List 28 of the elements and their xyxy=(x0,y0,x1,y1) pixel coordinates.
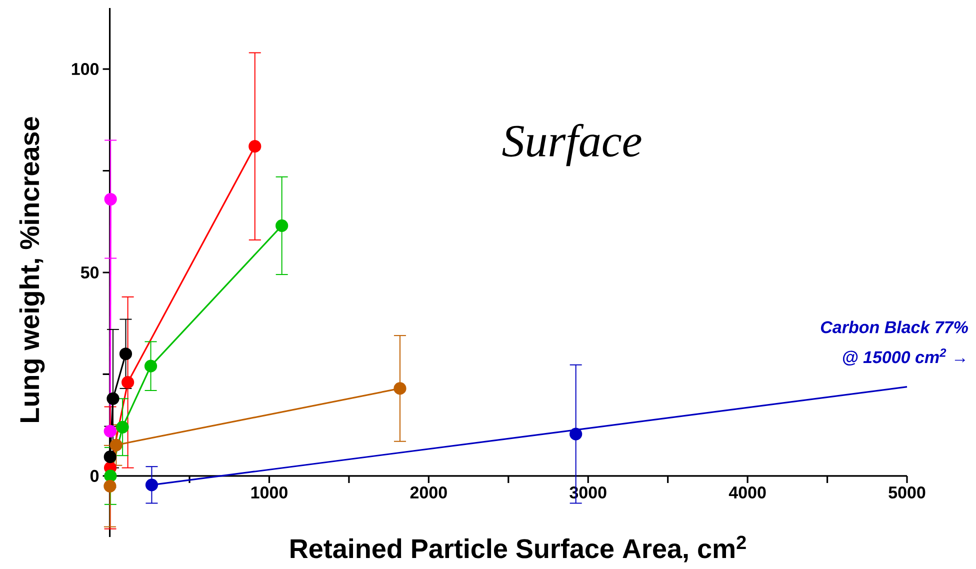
annotation: Carbon Black 77% xyxy=(820,320,968,334)
annotation: @ 15000 cm$^{2}$ → xyxy=(843,348,966,366)
point xyxy=(106,392,120,405)
point xyxy=(104,424,116,438)
point xyxy=(104,192,117,206)
x-tick-label: 4000 xyxy=(728,486,766,499)
point xyxy=(122,376,134,389)
point xyxy=(104,480,116,492)
y-tick-label: 100 xyxy=(72,63,99,76)
x-tick-label: 5000 xyxy=(888,486,926,499)
point xyxy=(145,478,158,492)
point xyxy=(119,348,132,360)
y-tick-label: 50 xyxy=(80,266,99,279)
point xyxy=(104,450,116,464)
x-tick-label: 2000 xyxy=(410,486,447,499)
point xyxy=(144,360,158,372)
point xyxy=(116,420,129,434)
point xyxy=(104,470,117,482)
point xyxy=(394,382,406,395)
x-tick-label: 1000 xyxy=(251,486,288,499)
point xyxy=(276,219,288,232)
text: Surface xyxy=(502,124,642,166)
y-axis-title: Lung weight, %increase xyxy=(19,117,45,422)
point xyxy=(570,428,582,440)
x-axis-title: Retained Particle Surface Area, cm$^{2}$ xyxy=(290,536,746,562)
y-tick-label: 0 xyxy=(90,470,99,482)
point xyxy=(248,140,262,153)
point xyxy=(110,438,122,452)
